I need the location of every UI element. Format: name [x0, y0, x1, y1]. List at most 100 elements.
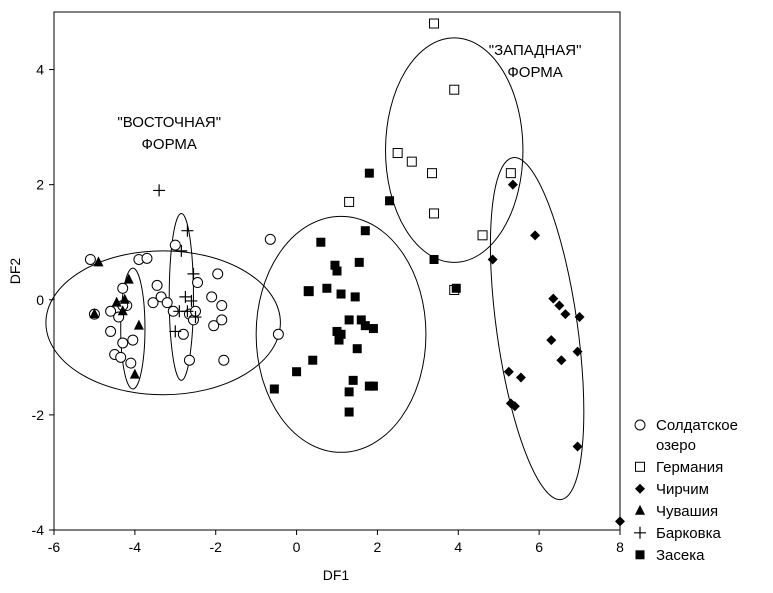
- data-point: [185, 294, 198, 307]
- data-point: [406, 156, 417, 167]
- data-point: [208, 320, 220, 332]
- data-point: [181, 305, 194, 318]
- plot-frame: [53, 11, 621, 531]
- series-1: [303, 18, 516, 297]
- data-point: [308, 355, 318, 365]
- data-point: [574, 312, 585, 323]
- y-tick-label: 2: [36, 177, 44, 193]
- data-point: [272, 328, 284, 340]
- data-point: [449, 84, 460, 95]
- legend-label: Солдатское: [656, 417, 738, 434]
- data-point: [181, 224, 194, 237]
- ellipses-layer: [45, 37, 585, 501]
- data-point: [206, 291, 218, 303]
- data-point: [129, 368, 140, 379]
- series-4: [153, 184, 202, 338]
- legend-label: Чирчим: [656, 481, 709, 498]
- legend-marker: [634, 526, 646, 539]
- data-point: [115, 351, 127, 363]
- data-point: [218, 354, 230, 366]
- legend-marker: [635, 461, 645, 472]
- series-5: [269, 168, 461, 417]
- confidence-ellipse: [168, 212, 194, 381]
- data-point: [212, 268, 224, 280]
- data-point: [505, 168, 516, 179]
- series-3: [89, 256, 144, 379]
- data-point: [356, 315, 366, 325]
- data-point: [177, 328, 189, 340]
- data-point: [269, 384, 279, 394]
- data-point: [572, 441, 583, 452]
- data-point: [336, 329, 346, 339]
- data-point: [336, 289, 346, 299]
- data-point: [322, 283, 332, 293]
- data-point: [183, 354, 195, 366]
- data-point: [175, 244, 188, 257]
- data-point: [179, 290, 192, 303]
- confidence-ellipse: [385, 37, 524, 263]
- data-point: [216, 300, 228, 312]
- annotation-text: "ВОСТОЧНАЯ": [117, 114, 221, 131]
- data-point: [264, 233, 276, 245]
- data-point: [487, 254, 498, 265]
- y-tick-label: 0: [36, 292, 44, 308]
- annotation-text: "ЗАПАДНАЯ": [489, 42, 582, 59]
- data-point: [572, 346, 583, 357]
- data-point: [385, 196, 395, 206]
- confidence-ellipse: [120, 267, 146, 390]
- data-point: [368, 381, 378, 391]
- x-tick-label: -6: [48, 539, 61, 555]
- x-tick-label: 0: [293, 539, 301, 555]
- data-point: [192, 277, 204, 289]
- data-point: [123, 273, 134, 284]
- data-point: [330, 260, 340, 270]
- x-tick-label: 8: [616, 539, 624, 555]
- data-point: [368, 324, 378, 334]
- x-tick-label: 6: [535, 539, 543, 555]
- y-tick-label: -4: [32, 522, 45, 538]
- data-point: [147, 297, 159, 309]
- data-point: [105, 325, 117, 337]
- data-point: [169, 325, 182, 338]
- data-point: [360, 226, 370, 236]
- data-point: [332, 266, 342, 276]
- data-point: [350, 292, 360, 302]
- data-point: [477, 230, 488, 241]
- confidence-ellipse: [45, 250, 281, 396]
- data-point: [117, 337, 129, 349]
- data-point: [189, 311, 202, 324]
- data-point: [429, 208, 440, 219]
- data-point: [427, 168, 438, 179]
- x-tick-label: 4: [454, 539, 462, 555]
- data-point: [111, 296, 122, 307]
- data-point: [344, 387, 354, 397]
- legend-marker: [635, 504, 645, 515]
- legend-label: Засека: [656, 547, 705, 564]
- data-point: [509, 401, 520, 412]
- data-point: [352, 344, 362, 354]
- data-point: [507, 179, 518, 190]
- data-point: [105, 305, 117, 317]
- data-point: [354, 257, 364, 267]
- data-point: [141, 252, 153, 264]
- annotations-layer: "ВОСТОЧНАЯ" ФОРМА "ЗАПАДНАЯ" ФОРМА: [117, 42, 581, 153]
- data-point: [556, 355, 567, 366]
- series-0: [84, 233, 284, 369]
- x-tick-label: 2: [374, 539, 382, 555]
- data-point: [530, 230, 541, 241]
- data-point: [546, 335, 557, 346]
- legend-label: Германия: [656, 459, 723, 476]
- y-axis-title: DF2: [7, 258, 23, 285]
- data-point: [117, 282, 129, 294]
- legend-marker: [635, 550, 645, 560]
- x-axis-title: DF1: [323, 567, 350, 583]
- legend-marker: [634, 419, 646, 431]
- y-tick-label: 4: [36, 62, 44, 78]
- data-point: [429, 18, 440, 29]
- data-point: [169, 239, 181, 251]
- data-point: [451, 283, 461, 293]
- legend-label: Барковка: [656, 525, 721, 542]
- data-point: [344, 315, 354, 325]
- confidence-ellipse: [489, 156, 585, 501]
